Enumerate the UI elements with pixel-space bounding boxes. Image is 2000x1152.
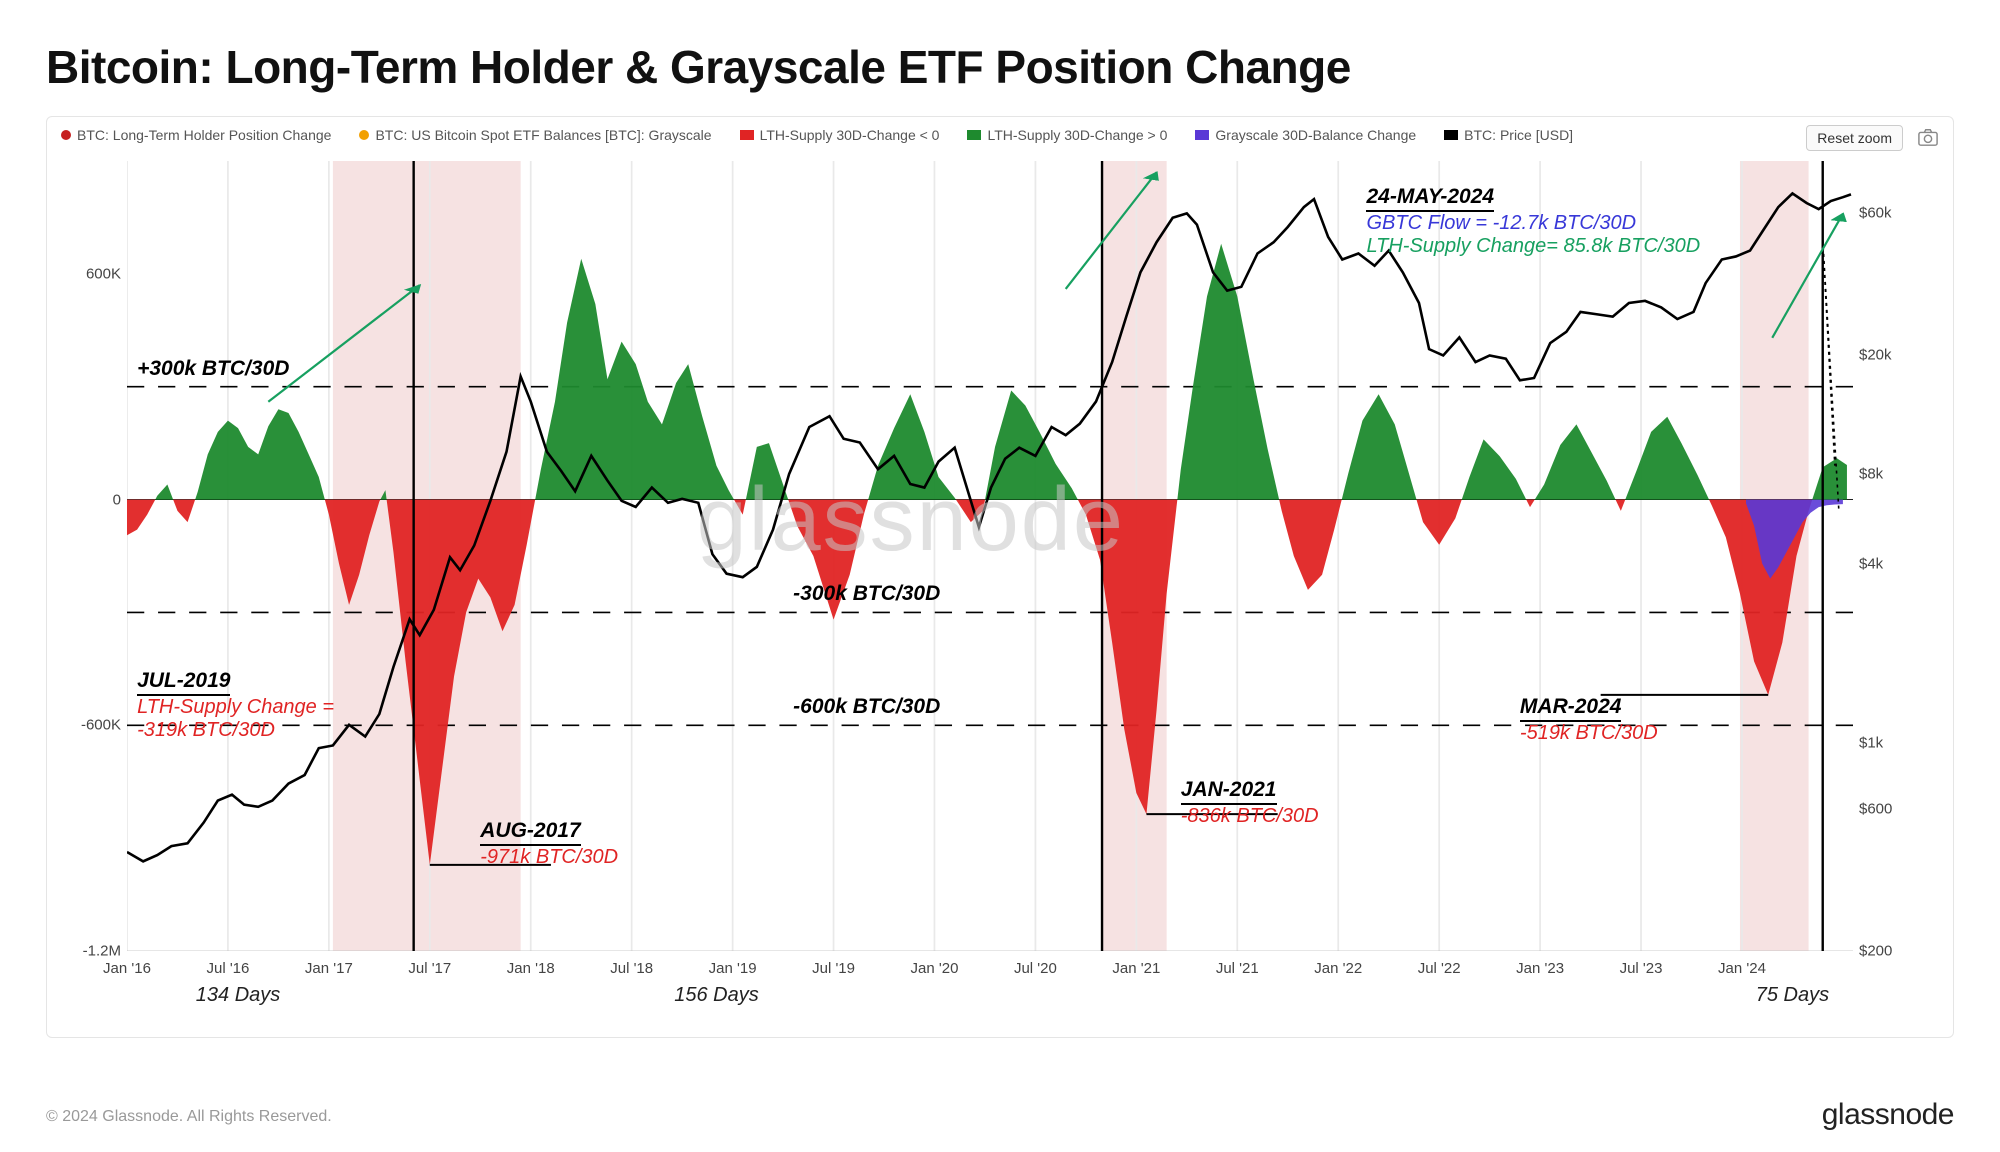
y-right-tick: $4k [1859,555,1953,572]
x-tick: Jul '20 [1014,960,1057,977]
legend-label: LTH-Supply 30D-Change > 0 [987,127,1167,143]
legend-label: BTC: US Bitcoin Spot ETF Balances [BTC]:… [375,127,711,143]
x-tick: Jul '17 [408,960,451,977]
x-tick: Jan '21 [1112,960,1160,977]
y-right-tick: $1k [1859,734,1953,751]
x-tick: Jan '16 [103,960,151,977]
legend-swatch [1195,130,1209,140]
legend-swatch [1444,130,1458,140]
chart-title: Bitcoin: Long-Term Holder & Grayscale ET… [46,40,1954,94]
reset-zoom-button[interactable]: Reset zoom [1806,125,1903,151]
legend: BTC: Long-Term Holder Position Change BTC… [61,127,1843,143]
days-label: 75 Days [1756,984,1829,1007]
x-tick: Jul '23 [1620,960,1663,977]
legend-label: LTH-Supply 30D-Change < 0 [760,127,940,143]
legend-label: Grayscale 30D-Balance Change [1215,127,1416,143]
legend-item: BTC: Price [USD] [1444,127,1573,143]
legend-swatch [740,130,754,140]
copyright: © 2024 Glassnode. All Rights Reserved. [46,1108,332,1126]
plot-area: glassnode +300k BTC/30D-300k BTC/30D-600… [127,161,1853,951]
x-tick: Jan '24 [1718,960,1766,977]
chart-svg [127,161,1853,951]
days-label: 156 Days [674,984,759,1007]
x-tick: Jul '18 [610,960,653,977]
screenshot-icon[interactable] [1917,127,1939,152]
legend-label: BTC: Long-Term Holder Position Change [77,127,331,143]
x-tick: Jul '19 [812,960,855,977]
days-label: 134 Days [196,984,281,1007]
y-right-tick: $20k [1859,347,1953,364]
y-right-tick: $60k [1859,205,1953,222]
y-left-tick: -600K [47,717,121,734]
x-tick: Jan '23 [1516,960,1564,977]
legend-item: LTH-Supply 30D-Change < 0 [740,127,940,143]
legend-item: BTC: Long-Term Holder Position Change [61,127,331,143]
x-tick: Jan '20 [911,960,959,977]
chart-card: BTC: Long-Term Holder Position Change BTC… [46,116,1954,1038]
y-left-tick: 0 [47,491,121,508]
brand-logo: glassnode [1822,1098,1954,1132]
y-right-tick: $200 [1859,943,1953,960]
legend-swatch [967,130,981,140]
legend-label: BTC: Price [USD] [1464,127,1573,143]
legend-item: LTH-Supply 30D-Change > 0 [967,127,1167,143]
legend-item: BTC: US Bitcoin Spot ETF Balances [BTC]:… [359,127,711,143]
y-left-tick: 600K [47,265,121,282]
y-right-tick: $8k [1859,465,1953,482]
x-tick: Jan '19 [709,960,757,977]
x-tick: Jul '16 [206,960,249,977]
x-tick: Jan '22 [1314,960,1362,977]
legend-swatch [61,130,71,140]
x-tick: Jan '17 [305,960,353,977]
y-left-tick: -1.2M [47,943,121,960]
x-tick: Jul '22 [1418,960,1461,977]
x-tick: Jan '18 [507,960,555,977]
legend-item: Grayscale 30D-Balance Change [1195,127,1416,143]
y-right-tick: $600 [1859,800,1953,817]
legend-swatch [359,130,369,140]
x-tick: Jul '21 [1216,960,1259,977]
